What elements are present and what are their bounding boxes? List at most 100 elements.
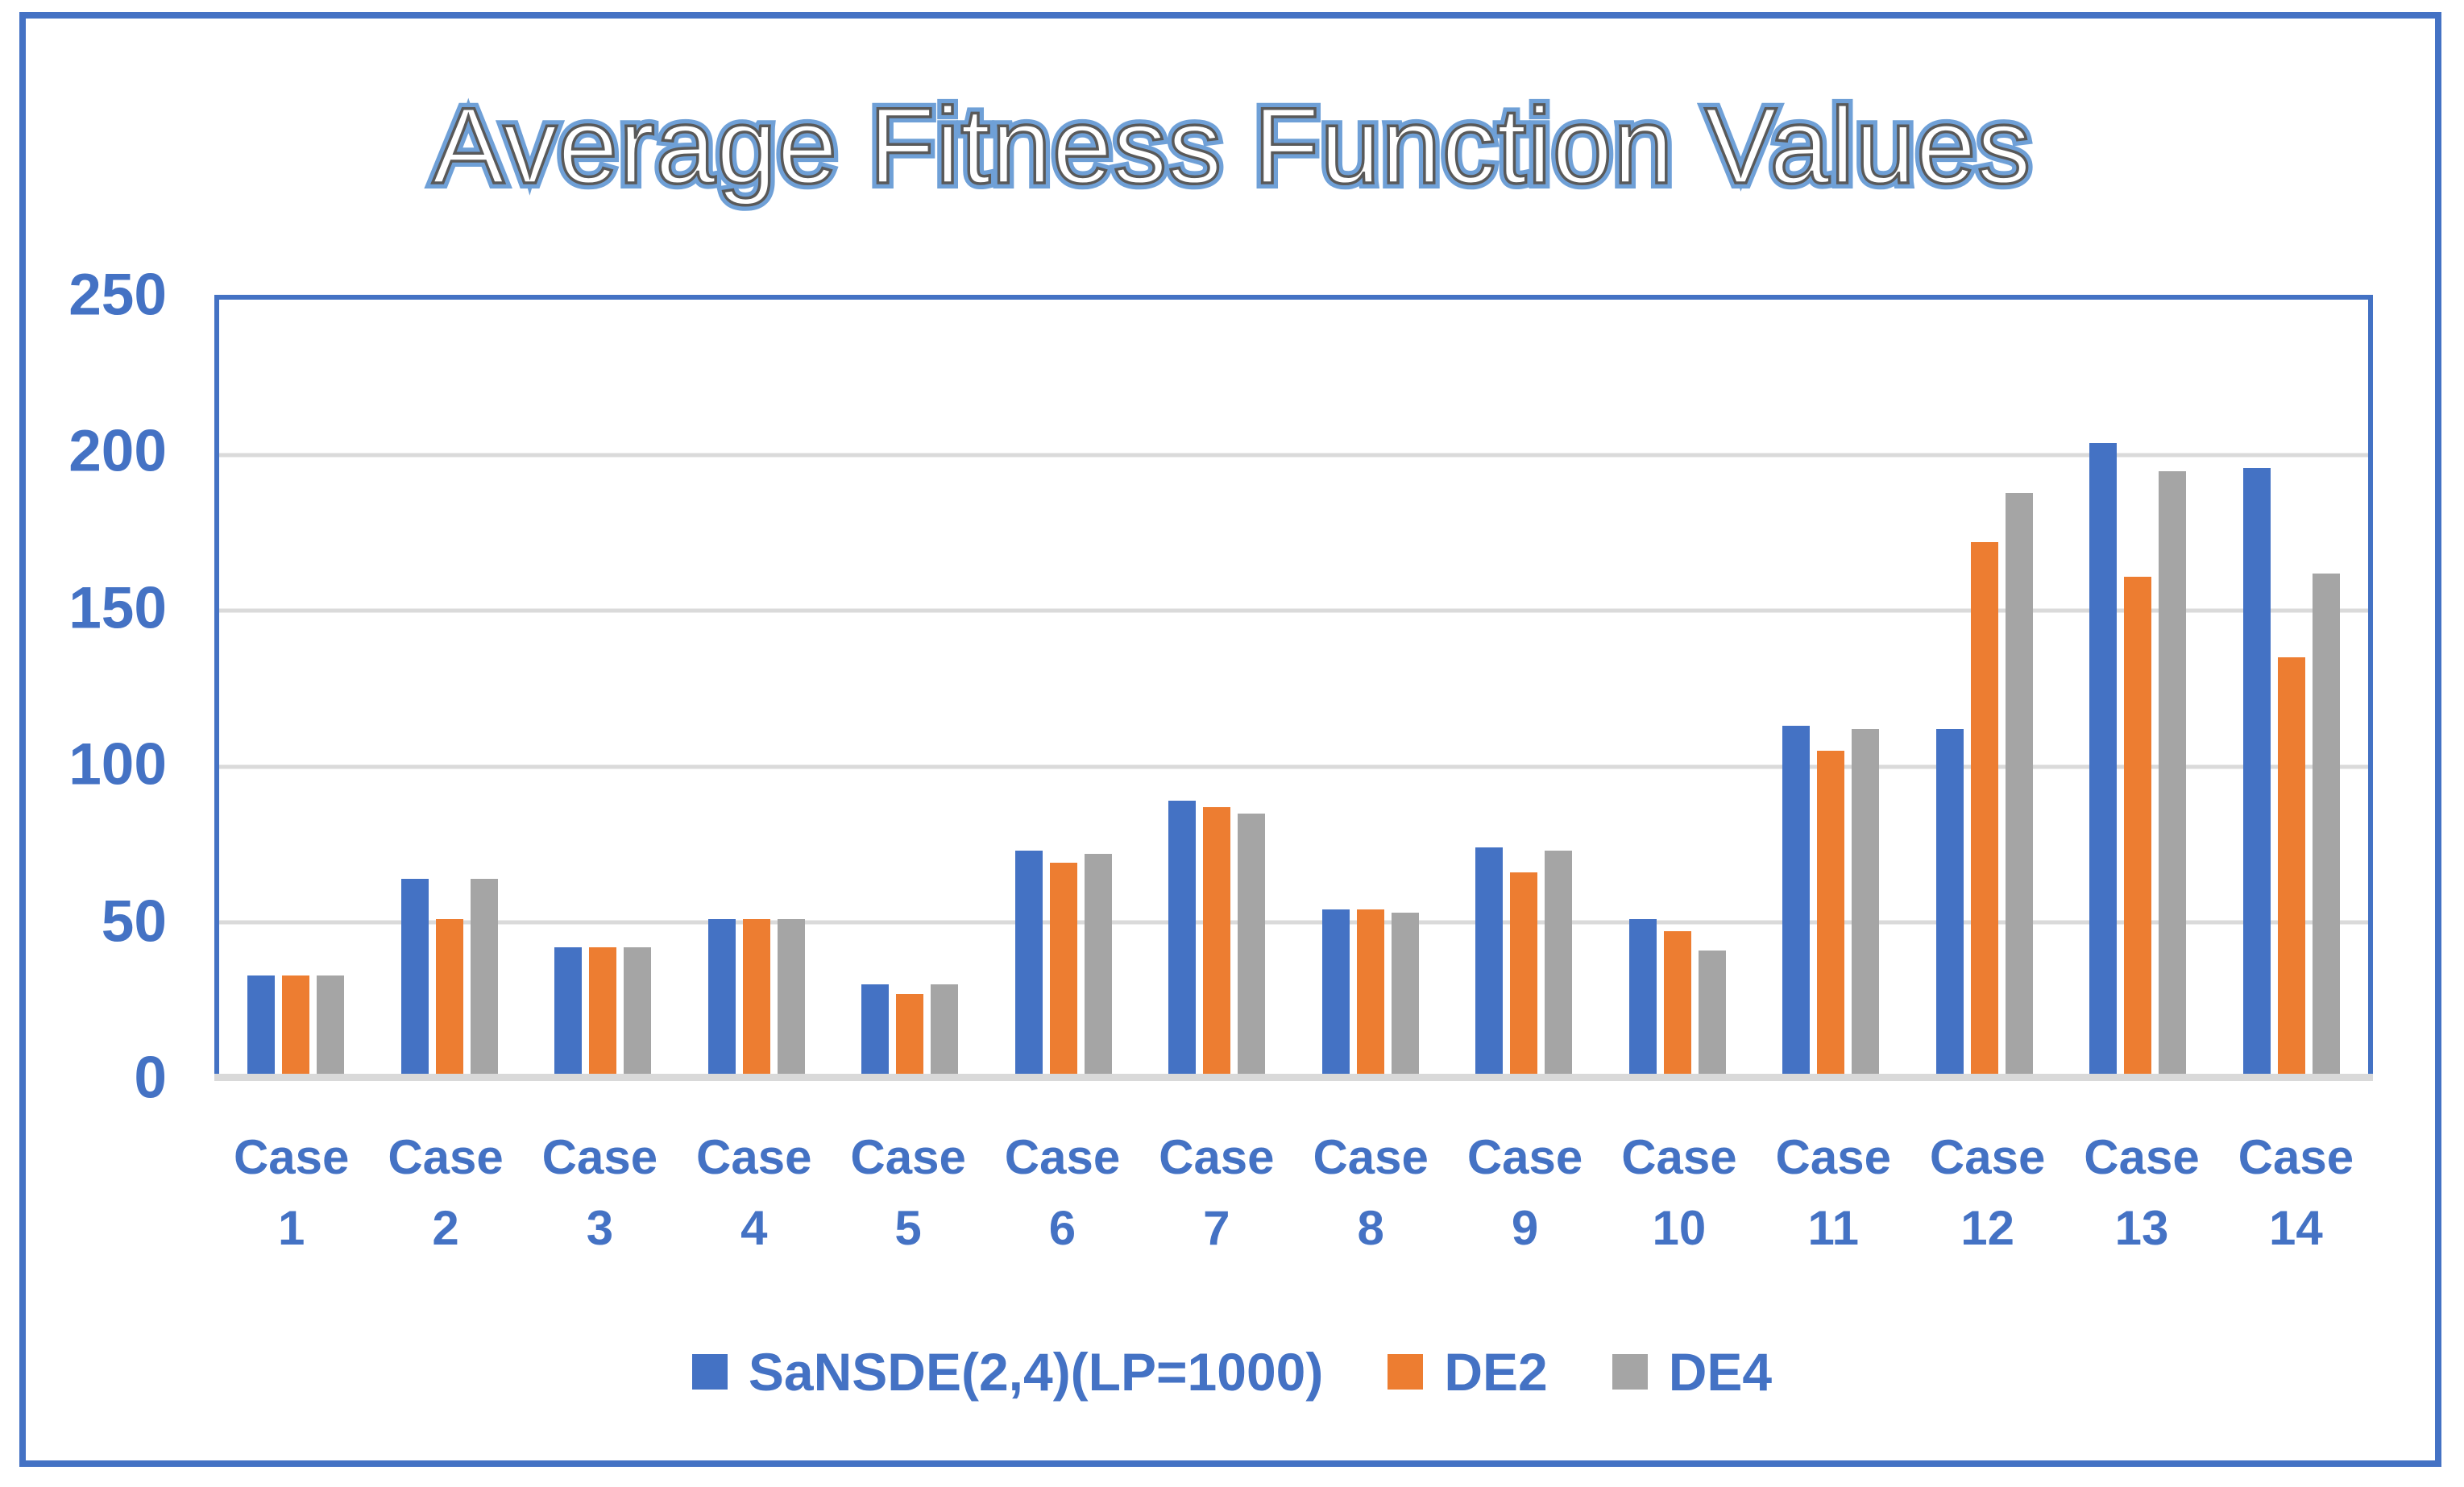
bar-case-14-de4 bbox=[2312, 574, 2340, 1078]
bar-case-4-de2 bbox=[742, 918, 770, 1078]
x-label-case-5: Case 5 bbox=[831, 1128, 985, 1258]
bar-group-4 bbox=[680, 300, 834, 1078]
bar-case-12-de4 bbox=[2005, 492, 2033, 1078]
bar-case-5-sansde-2-4-lp-1000- bbox=[861, 984, 890, 1078]
y-tick-label-250: 250 bbox=[68, 262, 167, 328]
x-label-case-8: Case 8 bbox=[1294, 1128, 1448, 1258]
bar-case-7-de4 bbox=[1238, 813, 1266, 1078]
x-label-number: 12 bbox=[1960, 1201, 2014, 1255]
bar-case-9-sansde-2-4-lp-1000- bbox=[1475, 847, 1504, 1078]
bar-case-3-de4 bbox=[624, 946, 652, 1078]
y-tick-label-150: 150 bbox=[68, 575, 167, 641]
legend-label: SaNSDE(2,4)(LP=1000) bbox=[748, 1342, 1324, 1402]
legend-swatch-icon bbox=[691, 1354, 728, 1390]
x-label-word: Case bbox=[541, 1130, 658, 1184]
x-label-word: Case bbox=[1313, 1130, 1429, 1184]
x-label-number: 14 bbox=[2268, 1201, 2323, 1255]
bar-case-6-sansde-2-4-lp-1000- bbox=[1014, 850, 1043, 1078]
x-label-word: Case bbox=[233, 1130, 350, 1184]
bar-case-4-de4 bbox=[777, 918, 805, 1078]
x-label-number: 9 bbox=[1511, 1201, 1539, 1255]
bar-case-2-de4 bbox=[470, 878, 498, 1078]
bar-case-11-de4 bbox=[1852, 729, 1880, 1078]
bar-case-12-sansde-2-4-lp-1000- bbox=[1935, 729, 1964, 1078]
x-label-word: Case bbox=[1466, 1130, 1583, 1184]
bar-case-4-sansde-2-4-lp-1000- bbox=[707, 918, 736, 1078]
bar-group-9 bbox=[1447, 300, 1601, 1078]
chart-title-halo: Average Fitness Function Values bbox=[427, 81, 2037, 212]
bar-case-1-de2 bbox=[282, 975, 310, 1078]
x-label-number: 13 bbox=[2114, 1201, 2169, 1255]
x-label-number: 10 bbox=[1652, 1201, 1707, 1255]
chart-title: Average Fitness Function Values Average … bbox=[0, 58, 2464, 243]
bar-case-6-de2 bbox=[1049, 863, 1077, 1078]
x-label-word: Case bbox=[1621, 1130, 1737, 1184]
bar-group-14 bbox=[2215, 300, 2369, 1078]
bar-group-3 bbox=[526, 300, 680, 1078]
legend-swatch-icon bbox=[1612, 1354, 1648, 1390]
x-label-case-2: Case 2 bbox=[368, 1128, 522, 1258]
bar-group-5 bbox=[833, 300, 987, 1078]
bar-case-7-de2 bbox=[1203, 806, 1231, 1078]
bar-case-10-de4 bbox=[1698, 950, 1726, 1078]
gridline-200 bbox=[219, 453, 2368, 458]
x-label-number: 7 bbox=[1203, 1201, 1230, 1255]
bar-case-3-sansde-2-4-lp-1000- bbox=[554, 946, 583, 1078]
bar-groups bbox=[219, 300, 2368, 1078]
y-tick-label-50: 50 bbox=[101, 888, 167, 955]
bar-case-11-de2 bbox=[1817, 751, 1845, 1078]
bar-case-1-sansde-2-4-lp-1000- bbox=[247, 975, 276, 1078]
legend-label: DE2 bbox=[1444, 1342, 1548, 1402]
legend-swatch-icon bbox=[1388, 1354, 1424, 1390]
bar-case-9-de4 bbox=[1545, 850, 1573, 1078]
bar-case-13-sansde-2-4-lp-1000- bbox=[2089, 442, 2118, 1078]
gridline-150 bbox=[219, 608, 2368, 613]
x-label-number: 6 bbox=[1048, 1201, 1076, 1255]
bar-group-10 bbox=[1601, 300, 1755, 1078]
x-label-word: Case bbox=[388, 1130, 504, 1184]
bar-group-12 bbox=[1908, 300, 2062, 1078]
y-tick-label-0: 0 bbox=[134, 1045, 167, 1111]
bar-case-5-de2 bbox=[896, 993, 924, 1078]
x-label-word: Case bbox=[1159, 1130, 1275, 1184]
x-label-word: Case bbox=[1775, 1130, 1891, 1184]
bar-case-3-de2 bbox=[589, 946, 617, 1078]
y-tick-label-100: 100 bbox=[68, 731, 167, 797]
bar-case-14-de2 bbox=[2277, 657, 2305, 1078]
x-label-number: 3 bbox=[586, 1201, 614, 1255]
x-label-word: Case bbox=[1004, 1130, 1121, 1184]
bar-case-9-de2 bbox=[1510, 872, 1538, 1078]
legend-item-sansde-2-4-lp-1000-: SaNSDE(2,4)(LP=1000) bbox=[691, 1341, 1324, 1402]
x-label-word: Case bbox=[696, 1130, 812, 1184]
bar-case-10-de2 bbox=[1663, 931, 1691, 1078]
legend-item-de2: DE2 bbox=[1388, 1341, 1548, 1402]
bar-group-8 bbox=[1294, 300, 1448, 1078]
x-label-word: Case bbox=[1929, 1130, 2046, 1184]
chart-title-text: Average Fitness Function Values bbox=[431, 85, 2033, 208]
x-label-number: 5 bbox=[894, 1201, 922, 1255]
bar-case-8-de2 bbox=[1356, 909, 1384, 1078]
x-label-case-6: Case 6 bbox=[985, 1128, 1139, 1258]
bar-case-14-sansde-2-4-lp-1000- bbox=[2242, 467, 2271, 1078]
bar-group-13 bbox=[2061, 300, 2215, 1078]
x-label-number: 11 bbox=[1807, 1201, 1859, 1255]
bar-case-2-sansde-2-4-lp-1000- bbox=[400, 878, 429, 1078]
y-tick-label-200: 200 bbox=[68, 418, 167, 484]
x-label-word: Case bbox=[2084, 1130, 2200, 1184]
x-label-word: Case bbox=[850, 1130, 966, 1184]
bar-case-6-de4 bbox=[1084, 853, 1112, 1078]
x-axis-line bbox=[214, 1074, 2373, 1081]
x-label-case-13: Case 13 bbox=[2064, 1128, 2218, 1258]
gridline-50 bbox=[219, 920, 2368, 925]
bar-group-6 bbox=[987, 300, 1141, 1078]
legend-item-de4: DE4 bbox=[1612, 1341, 1772, 1402]
bar-group-11 bbox=[1754, 300, 1908, 1078]
x-label-case-3: Case 3 bbox=[523, 1128, 677, 1258]
x-label-number: 4 bbox=[740, 1201, 768, 1255]
x-axis-category-labels: Case 1 Case 2 Case 3 Case 4 Case 5 Case 6 Case 7 Case 8… bbox=[214, 1128, 2373, 1258]
bar-group-2 bbox=[373, 300, 527, 1078]
x-label-case-14: Case 14 bbox=[2219, 1128, 2373, 1258]
bar-case-1-de4 bbox=[317, 975, 345, 1078]
x-label-number: 1 bbox=[277, 1201, 305, 1255]
